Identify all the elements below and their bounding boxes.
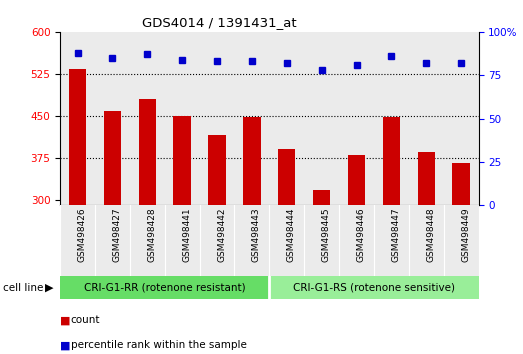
Bar — [200, 32, 234, 205]
Bar — [278, 149, 295, 205]
Bar — [69, 69, 86, 205]
Text: GSM498441: GSM498441 — [182, 207, 191, 262]
Text: GSM498443: GSM498443 — [252, 207, 261, 262]
Bar — [208, 135, 226, 205]
Bar — [409, 205, 444, 276]
Bar — [269, 32, 304, 205]
Bar — [444, 32, 479, 205]
Bar — [60, 205, 95, 276]
Bar — [95, 205, 130, 276]
Bar — [339, 32, 374, 205]
Bar — [130, 205, 165, 276]
Bar — [60, 32, 95, 205]
Bar — [243, 117, 260, 205]
Bar — [409, 32, 444, 205]
Bar — [304, 32, 339, 205]
Bar — [174, 116, 191, 205]
Text: GSM498449: GSM498449 — [461, 207, 470, 262]
Text: count: count — [71, 315, 100, 325]
Text: percentile rank within the sample: percentile rank within the sample — [71, 340, 246, 350]
Text: ■: ■ — [60, 340, 71, 350]
Bar — [165, 32, 200, 205]
Text: CRI-G1-RR (rotenone resistant): CRI-G1-RR (rotenone resistant) — [84, 282, 246, 293]
Bar — [234, 205, 269, 276]
Bar — [304, 205, 339, 276]
Bar — [234, 32, 269, 205]
Text: GSM498442: GSM498442 — [217, 207, 226, 262]
Text: GSM498447: GSM498447 — [391, 207, 401, 262]
Text: CRI-G1-RS (rotenone sensitive): CRI-G1-RS (rotenone sensitive) — [293, 282, 455, 293]
Bar — [200, 205, 234, 276]
Bar — [348, 155, 365, 205]
Text: GSM498446: GSM498446 — [357, 207, 366, 262]
Bar — [313, 190, 331, 205]
Text: GSM498444: GSM498444 — [287, 207, 296, 262]
Text: cell line: cell line — [3, 282, 43, 293]
Bar — [165, 205, 200, 276]
Bar — [60, 276, 269, 299]
Bar — [104, 111, 121, 205]
Text: GSM498445: GSM498445 — [322, 207, 331, 262]
Bar — [130, 32, 165, 205]
Text: GSM498448: GSM498448 — [426, 207, 435, 262]
Bar — [383, 117, 400, 205]
Bar — [339, 205, 374, 276]
Bar — [374, 32, 409, 205]
Bar — [139, 99, 156, 205]
Text: ■: ■ — [60, 315, 71, 325]
Text: ▶: ▶ — [46, 282, 54, 293]
Bar — [452, 163, 470, 205]
Bar — [269, 205, 304, 276]
Bar — [417, 152, 435, 205]
Bar — [269, 276, 479, 299]
Text: GSM498426: GSM498426 — [77, 207, 87, 262]
Text: GSM498428: GSM498428 — [147, 207, 156, 262]
Bar — [444, 205, 479, 276]
Text: GDS4014 / 1391431_at: GDS4014 / 1391431_at — [142, 16, 297, 29]
Text: GSM498427: GSM498427 — [112, 207, 121, 262]
Bar — [95, 32, 130, 205]
Bar — [374, 205, 409, 276]
